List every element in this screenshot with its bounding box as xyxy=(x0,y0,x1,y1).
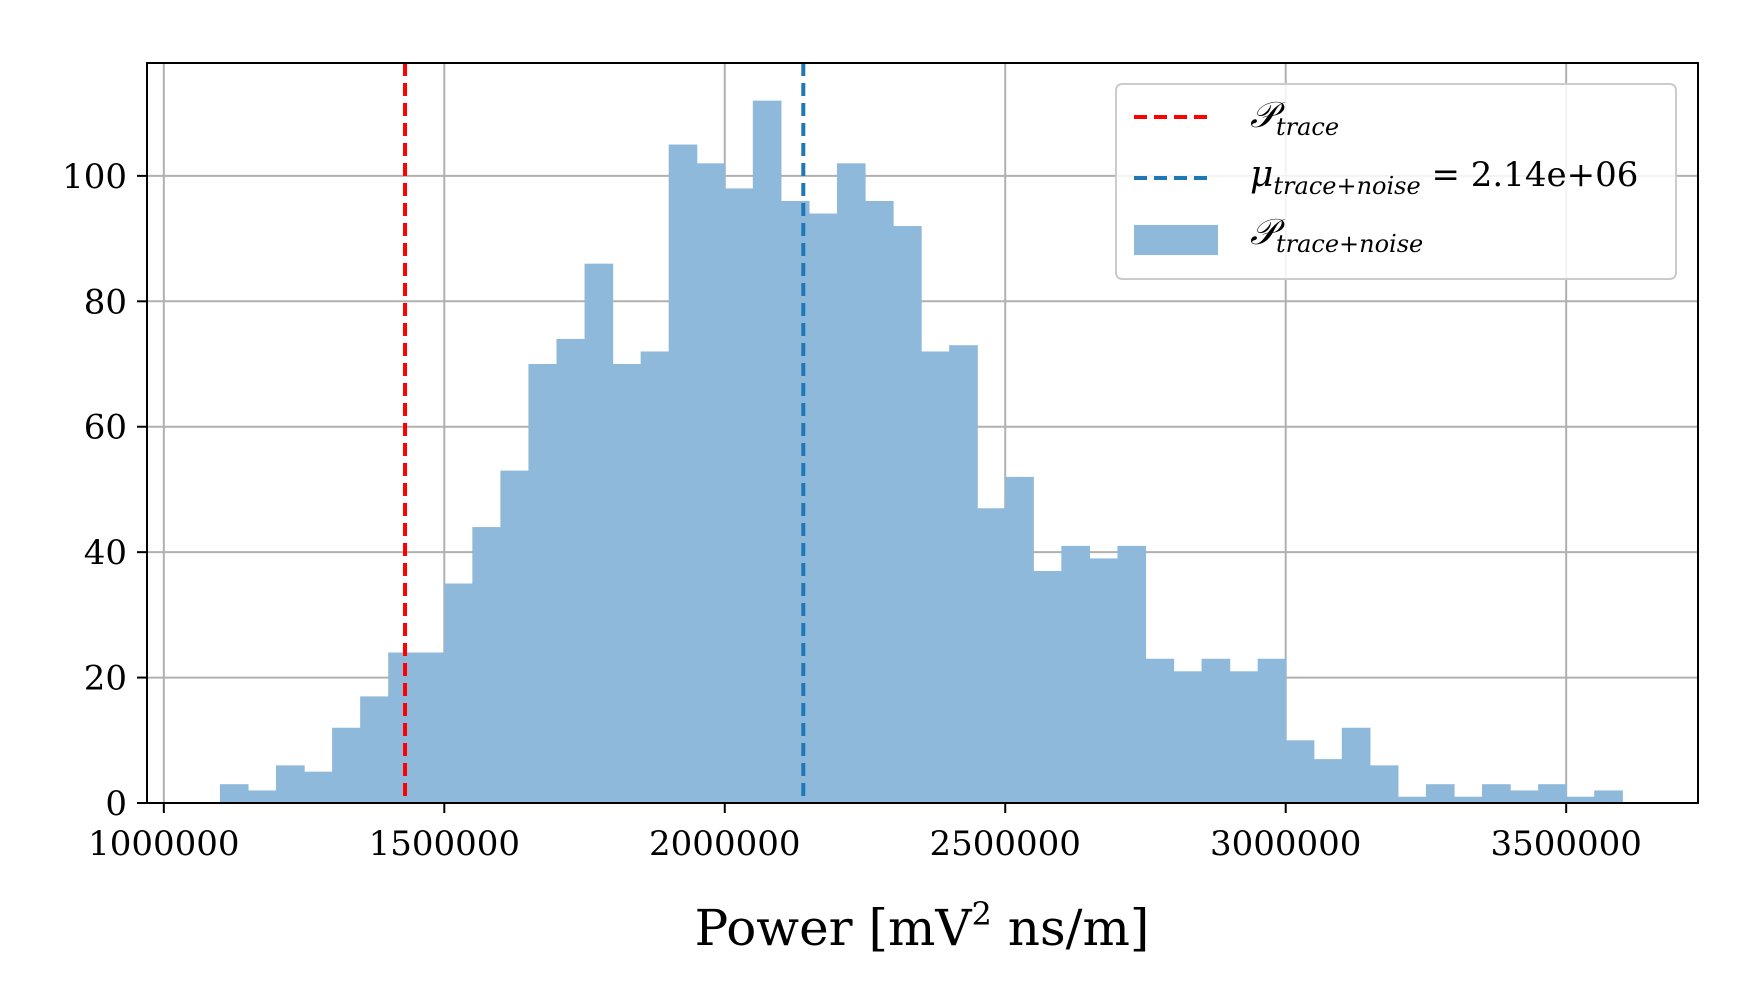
histogram-bar xyxy=(696,163,726,803)
reference-lines xyxy=(403,63,806,803)
y-tick-label: 40 xyxy=(84,533,127,573)
histogram-bar xyxy=(668,144,698,804)
histogram-bar xyxy=(472,527,501,803)
histogram-bar xyxy=(556,338,586,803)
x-tick-label: 3000000 xyxy=(1210,824,1361,864)
histogram-bar xyxy=(388,652,417,803)
plot-frame xyxy=(146,62,1699,804)
histogram-bar xyxy=(949,345,978,803)
histogram-bar xyxy=(500,470,530,803)
x-tick-label: 2000000 xyxy=(649,824,800,864)
y-tick-label: 80 xyxy=(84,282,127,322)
histogram-bars xyxy=(219,100,1623,804)
histogram-bar xyxy=(752,100,782,803)
histogram-bar xyxy=(528,364,558,803)
histogram-bar xyxy=(1005,476,1034,803)
histogram-bar xyxy=(247,790,277,803)
histogram-bar xyxy=(1482,784,1511,803)
histogram-bar xyxy=(1117,545,1147,803)
histogram-bar xyxy=(1397,796,1427,803)
histogram-bar xyxy=(808,213,838,803)
histogram-bar xyxy=(1538,784,1567,803)
histogram-bar xyxy=(416,652,445,803)
histogram-bar xyxy=(1566,796,1595,803)
histogram-bar xyxy=(836,163,866,803)
legend-box xyxy=(1115,83,1677,280)
histogram-bar xyxy=(1229,671,1259,803)
histogram-bar xyxy=(1594,790,1623,803)
histogram-bar xyxy=(1425,784,1455,803)
x-axis-ticks: 1000000 1500000 2000000 2500000 3000000 35000… xyxy=(88,803,1642,864)
histogram-bar xyxy=(1510,790,1539,803)
histogram-bar xyxy=(1089,558,1119,803)
histogram-bar xyxy=(360,696,389,803)
legend: 𝒫trace μtrace+noise = 2.14e+06 𝒫trace+no… xyxy=(1115,83,1677,280)
x-axis-label: Power [mV2 ns/m] xyxy=(695,895,1150,957)
x-tick-label: 3500000 xyxy=(1490,824,1641,864)
histogram-bar xyxy=(1201,658,1231,803)
histogram-bar xyxy=(1173,671,1203,803)
histogram-bar xyxy=(444,583,473,803)
x-tick-label: 2500000 xyxy=(930,824,1081,864)
histogram-bar xyxy=(1285,740,1315,803)
x-tick-label: 1000000 xyxy=(88,824,239,864)
histogram-bar xyxy=(1257,658,1287,803)
histogram-bar xyxy=(865,200,894,804)
histogram-bar xyxy=(1453,796,1483,803)
histogram-bar xyxy=(1033,570,1062,803)
histogram-bar xyxy=(584,263,614,803)
histogram-bar xyxy=(1145,658,1175,803)
histogram-bar xyxy=(780,200,810,804)
histogram-bar xyxy=(893,226,922,803)
histogram-bar xyxy=(304,771,333,803)
histogram-bar xyxy=(332,727,361,803)
histogram-bar xyxy=(921,351,950,803)
legend-label-mean: μtrace+noise = 2.14e+06 xyxy=(1250,154,1638,200)
histogram-bar xyxy=(640,351,670,803)
legend-swatch-histogram xyxy=(1134,225,1218,255)
histogram-bar xyxy=(1313,759,1343,803)
histogram-bar xyxy=(977,508,1006,803)
histogram-bar xyxy=(1369,765,1399,803)
histogram-bar xyxy=(1061,545,1090,803)
x-tick-label: 1500000 xyxy=(369,824,520,864)
y-axis-ticks: 0 20 40 60 80 100 xyxy=(62,157,147,824)
histogram-bar xyxy=(276,765,305,803)
y-tick-label: 100 xyxy=(62,157,127,197)
histogram-bar xyxy=(1341,727,1371,803)
histogram-bar xyxy=(724,188,754,804)
histogram-bar xyxy=(612,364,642,803)
y-tick-label: 20 xyxy=(84,659,127,699)
y-tick-label: 0 xyxy=(105,784,127,824)
y-tick-label: 60 xyxy=(84,408,127,448)
histogram-bar xyxy=(219,784,249,803)
legend-label-histogram: 𝒫trace+noise xyxy=(1250,212,1423,258)
